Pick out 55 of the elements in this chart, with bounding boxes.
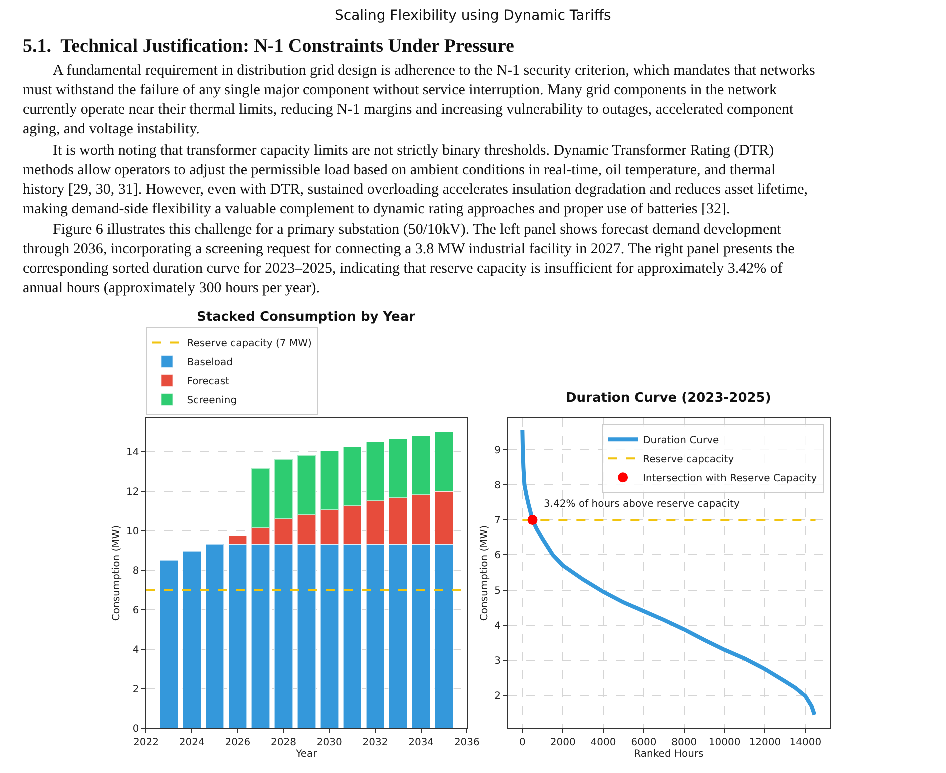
x-tick-label: 2026 <box>225 737 251 748</box>
x-axis-title: Ranked Hours <box>634 748 704 760</box>
line-series <box>520 428 817 717</box>
x-tick-label: 4000 <box>590 737 616 748</box>
legend-label: Forecast <box>187 376 230 388</box>
legend-label: Screening <box>187 396 238 407</box>
y-tick-label: 8 <box>132 566 140 577</box>
y-tick-label: 10 <box>126 526 140 538</box>
caption: Figure 6 illustrates this challenge for a primary substation (50/10kV). The left panel shows forecast demand development through 2036, incorporating a screening request for connecting a 3.8 MW industrial facility in 2027. The right panel presents the corresponding sorted duration curve for 2023–2025, indicating that reserve capacity is insufficient for approximately 3.42% of annual hours (approximately 300 hours per year). <box>23 222 796 296</box>
x-tick-label: 2022 <box>134 737 159 748</box>
legend-label: Reserve capcacity <box>643 454 734 466</box>
y-tick-label: 2 <box>494 691 502 702</box>
chart-title: Duration Curve (2023-2025) <box>566 391 772 406</box>
x-tick-label: 14000 <box>790 737 822 748</box>
y-tick-label: 6 <box>494 550 502 562</box>
chart-title: Stacked Consumption by Year <box>197 310 416 325</box>
legend-label: Intersection with Reserve Capacity <box>643 474 818 485</box>
y-tick-label: 2 <box>132 684 140 696</box>
bar <box>159 560 179 728</box>
x-tick-label: 2034 <box>408 737 434 748</box>
text: 5.1. Technical Justification: N-1 Constraints Under Pressure <box>23 36 514 57</box>
annotation: 3.42% of hours above reserve capacity <box>544 499 740 510</box>
bar <box>205 544 225 728</box>
y-tick-label: 5 <box>494 586 502 597</box>
x-tick-label: 12000 <box>749 737 782 748</box>
y-axis-title: Consumption (MW) <box>112 525 122 622</box>
x-tick-label: 2036 <box>454 737 480 748</box>
legend-label: Baseload <box>187 358 233 369</box>
bar <box>182 551 202 728</box>
text: A fundamental requirement in distribution grid design is adherence to the N-1 security criterion, which mandates that networks must withstand the failure of any single major component without service interruption. Many grid components in the network currently operate near their thermal limits, reducing N-1 margins and increasing vulnerability to outages, accelerated component aging, and voltage instability. <box>23 63 816 138</box>
x-axis-title: Year <box>295 748 318 760</box>
y-axis-title: Consumption (MW) <box>480 525 491 622</box>
x-tick-label: 2032 <box>362 737 388 748</box>
y-tick-label: 12 <box>126 486 140 498</box>
y-tick-label: 6 <box>132 605 140 616</box>
x-tick-label: 6000 <box>631 737 657 748</box>
x-tick-label: 10000 <box>708 737 741 748</box>
legend-label: Reserve capacity (7 MW) <box>187 338 312 350</box>
x-tick-label: 8000 <box>672 737 698 748</box>
y-tick-label: 4 <box>494 620 502 632</box>
y-tick-label: 9 <box>494 445 502 456</box>
y-tick-label: 0 <box>132 724 140 735</box>
x-tick-label: 2000 <box>550 737 576 748</box>
legend-label: Duration Curve <box>643 436 720 447</box>
y-tick-label: 3 <box>494 656 502 668</box>
y-tick-label: 4 <box>132 644 140 656</box>
text: Scaling Flexibility using Dynamic Tariffs <box>335 8 612 24</box>
y-tick-label: 14 <box>126 447 140 458</box>
x-tick-label: 0 <box>519 737 526 748</box>
text: It is worth noting that transformer capacity limits are not strictly binary thresholds. Dynamic Transformer Rating (DTR) methods allow operators to adjust the permissible load based on ambient conditions in real-time, oil temperature, and thermal history [29, 30, 31]. However, even with DTR, sustained overloading accelerates insulation degradation and reduces asset lifetime, making demand-side flexibility a valuable complement to dynamic rating approaches and proper use of batteries [32]. <box>23 143 808 218</box>
x-tick-label: 2030 <box>316 737 342 748</box>
y-tick-label: 8 <box>494 480 502 492</box>
x-tick-label: 2024 <box>179 737 205 748</box>
x-tick-label: 2028 <box>271 737 296 748</box>
y-tick-label: 7 <box>494 516 502 527</box>
